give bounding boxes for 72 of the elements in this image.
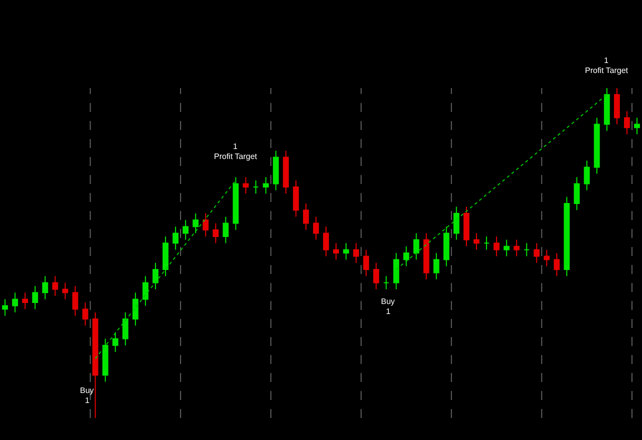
annotation: Buy [80,386,94,395]
candlestick [252,180,259,194]
candlestick [92,312,98,418]
candlestick [222,216,229,244]
candlestick [453,206,460,240]
annotation: 1 [85,396,90,405]
candlestick [464,206,470,247]
candlestick [363,249,370,277]
candlestick [534,242,540,264]
candlestick [172,226,178,250]
candlestick [594,117,600,174]
candlestick [202,212,209,237]
candlestick [333,242,339,260]
candlestick [212,222,219,244]
candlestick [62,282,68,300]
candlestick [232,176,239,230]
candlestick [433,252,440,280]
candlestick [323,226,329,257]
candlestick [514,239,520,257]
candlestick [584,160,590,191]
candlestick [102,338,108,382]
candlestick [292,180,299,218]
candlestick [192,212,199,234]
candlestick [162,236,168,277]
candlestick [413,232,420,260]
candlestick [12,292,18,313]
candlestick [474,232,480,250]
candlestick [604,88,610,132]
candlestick [72,286,78,316]
candlestick [564,196,570,277]
candlestick [32,286,38,310]
candlestick [112,332,118,352]
candlestick [2,298,8,316]
candlestick [554,252,560,277]
text: Profit Target [585,66,629,75]
candlestick [393,252,400,290]
candlestick [22,292,28,310]
candlestick [142,276,148,306]
candlestick [574,176,580,211]
annotation: Profit Target [214,152,258,161]
candlestick [52,276,58,296]
candlestick [634,117,640,135]
candlestick [272,150,279,191]
candlestick [303,203,309,230]
candlestick [383,276,390,290]
candlestick [242,176,249,194]
candlestick [524,242,530,257]
candlestick [544,249,550,267]
candlestick [423,232,430,280]
candlestick [262,176,269,194]
candlestick [373,262,380,290]
annotation: 1 [386,307,391,316]
candlestick [494,236,500,257]
candlestick [42,276,48,300]
candlestick [353,242,360,264]
candlestick [403,246,410,267]
annotation: 1 [233,142,238,151]
candlestick [182,220,189,240]
text: 1 [604,56,609,65]
candlestick [313,216,319,240]
candlestick [504,239,510,257]
annotation: Buy [381,297,395,306]
candlestick [122,312,128,346]
candlestick [82,302,88,326]
candlestick [152,262,158,290]
candlestick [343,242,350,260]
candlestick [614,88,620,125]
candlestick [132,292,138,326]
candlestick [624,110,630,135]
candlestick [282,150,289,194]
candlestick [443,226,450,267]
candlestick [484,236,490,250]
